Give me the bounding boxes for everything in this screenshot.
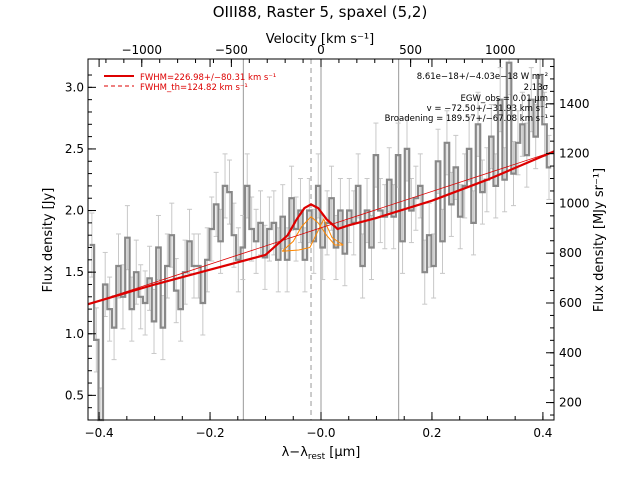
annotation-flux: 8.61e−18+/−4.03e−18 W m⁻²: [417, 72, 548, 82]
series-layer: [87, 61, 555, 422]
x-tick-label: 0.2: [422, 426, 441, 440]
annotation-broadening: Broadening = 189.57+/−67.08 km s⁻¹: [385, 114, 548, 124]
y-tick-label: 0.5: [65, 388, 84, 402]
top-axis: −1000 −500 0 500 1000: [105, 43, 537, 67]
annotation-egw: EGW_obs = 0.01 μm: [461, 94, 548, 104]
x-tick-label: −0.4: [85, 426, 114, 440]
annotation-sigma: 2.13σ: [524, 83, 549, 93]
left-axis: 0.5 1.0 1.5 2.0 2.5 3.0: [65, 74, 96, 409]
top-tick-label: 500: [399, 43, 422, 57]
annotation-velocity: v = −72.50+/−31.93 km s⁻¹: [427, 104, 548, 114]
fit-component-line: [282, 218, 344, 252]
right-tick-label: 1000: [559, 196, 590, 210]
y-tick-label: 1.5: [65, 265, 84, 279]
right-tick-label: 200: [559, 396, 582, 410]
x-tick-label: −0.2: [195, 426, 224, 440]
top-tick-label: −1000: [121, 43, 162, 57]
right-axis-label: Flux density [MJy sr⁻¹]: [592, 168, 607, 312]
y-tick-label: 1.0: [65, 327, 84, 341]
x-axis-label: λ−λrest [μm]: [282, 445, 361, 462]
legend: FWHM=226.98+/−80.31 km s⁻¹ FWHM_th=124.8…: [104, 73, 276, 93]
right-axis: 200 400 600 800 1000 1200 1400: [546, 65, 590, 416]
right-tick-label: 800: [559, 246, 582, 260]
plot-area: [87, 58, 555, 422]
y-axis-label: Flux density [Jy]: [41, 188, 56, 293]
top-tick-label: 0: [317, 43, 325, 57]
x-axis-label-main: λ−λ: [282, 445, 309, 460]
right-tick-label: 400: [559, 346, 582, 360]
fit-total-line: [87, 150, 555, 306]
x-tick-label: −0.0: [306, 426, 335, 440]
right-tick-label: 600: [559, 296, 582, 310]
fit-annotations: 8.61e−18+/−4.03e−18 W m⁻² 2.13σ EGW_obs …: [385, 72, 549, 124]
x-axis-label-unit: [μm]: [325, 445, 360, 460]
top-axis-label: Velocity [km s⁻¹]: [266, 32, 374, 47]
top-tick-label: 1000: [485, 43, 516, 57]
top-tick-label: −500: [215, 43, 248, 57]
right-tick-label: 1400: [559, 97, 590, 111]
y-tick-label: 3.0: [65, 80, 84, 94]
y-tick-label: 2.0: [65, 204, 84, 218]
legend-label-fwhm: FWHM=226.98+/−80.31 km s⁻¹: [140, 73, 276, 83]
y-tick-label: 2.5: [65, 142, 84, 156]
bottom-axis: −0.4 −0.2 −0.0 0.2 0.4: [85, 59, 552, 440]
fit-component-line: [281, 216, 344, 252]
x-tick-label: 0.4: [533, 426, 552, 440]
legend-label-fwhm-th: FWHM_th=124.82 km s⁻¹: [140, 83, 248, 93]
chart-title: OIII88, Raster 5, spaxel (5,2): [213, 3, 428, 21]
right-tick-label: 1200: [559, 147, 590, 161]
x-axis-label-subscript: rest: [308, 452, 326, 462]
continuum-line: [87, 151, 555, 305]
spectrum-steps: [89, 61, 552, 422]
